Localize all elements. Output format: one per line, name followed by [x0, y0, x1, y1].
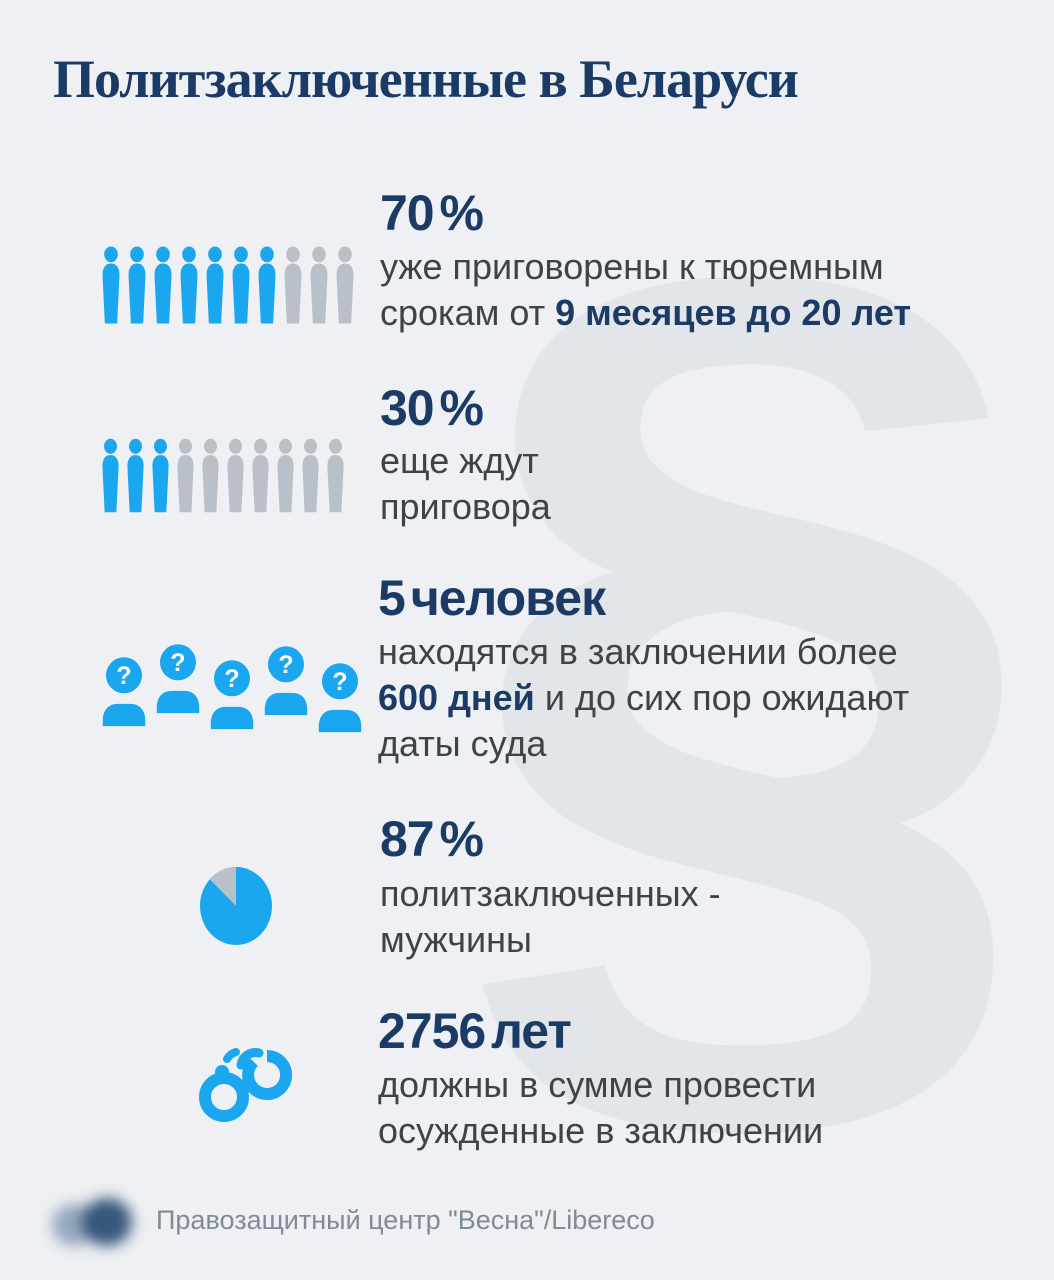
- person-icon: [327, 438, 344, 513]
- person-icon: [202, 438, 219, 513]
- svg-text:?: ?: [278, 651, 293, 679]
- pie-slice-rest: [209, 867, 236, 906]
- question-person-icon: ?: [102, 657, 146, 727]
- stat-sentenced-value: 70 %: [380, 185, 484, 241]
- pictogram-row-sentenced: [100, 244, 356, 326]
- pictogram-row-awaiting: [100, 437, 346, 514]
- person-icon: [336, 246, 354, 324]
- question-person-icon: ?: [264, 646, 308, 716]
- person-icon: [180, 246, 198, 324]
- question-person-icon: ?: [210, 660, 254, 730]
- stat-awaiting-line2: приговора: [380, 486, 551, 527]
- stat-longest-description: находятся в заключении более 600 дней и …: [378, 629, 909, 767]
- person-icon: [232, 246, 250, 324]
- stat-awaiting-line1: еще ждут: [380, 440, 539, 481]
- question-person-icon: ?: [156, 644, 200, 714]
- stat-men-line1: политзаключенных -: [380, 873, 721, 914]
- stat-awaiting-value: 30 %: [380, 380, 484, 436]
- stat-men-description: политзаключенных - мужчины: [380, 871, 721, 963]
- person-icon: [206, 246, 224, 324]
- stat-years-line1: должны в сумме провести: [378, 1064, 817, 1105]
- question-person-icon: ?: [318, 663, 362, 733]
- svg-text:?: ?: [332, 668, 347, 696]
- svg-text:?: ?: [116, 662, 131, 690]
- stat-longest-days: 600 дней: [378, 677, 535, 718]
- person-icon: [128, 246, 146, 324]
- person-icon: [284, 246, 302, 324]
- stat-men-value: 87 %: [380, 811, 484, 867]
- stat-longest-value: 5 человек: [378, 570, 606, 626]
- handcuffs-icon: [199, 1048, 292, 1122]
- source-logo: [52, 1196, 136, 1254]
- stat-awaiting-description: еще ждут приговора: [380, 438, 551, 530]
- source-attribution: Правозащитный центр "Весна"/Libereco: [156, 1205, 655, 1235]
- stat-years-value: 2756 лет: [378, 1003, 572, 1059]
- person-icon: [127, 438, 144, 513]
- person-icon: [310, 246, 328, 324]
- pie-chart-men-share: [200, 867, 272, 945]
- person-icon: [102, 438, 119, 513]
- person-icon: [154, 246, 172, 324]
- person-icon: [277, 438, 294, 513]
- source-logo-blob-right: [82, 1198, 132, 1246]
- person-icon: [177, 438, 194, 513]
- svg-text:?: ?: [170, 649, 185, 677]
- person-icon: [252, 438, 269, 513]
- person-icon: [302, 438, 319, 513]
- page-title: Политзаключенные в Беларуси: [53, 49, 799, 109]
- svg-text:?: ?: [224, 665, 239, 693]
- stat-sentenced-line1: уже приговорены к тюремным: [380, 246, 884, 287]
- person-icon: [258, 246, 276, 324]
- person-icon: [152, 438, 169, 513]
- stat-years-description: должны в сумме провести осужденные в зак…: [378, 1062, 823, 1154]
- stat-sentenced-description: уже приговорены к тюремным срокам от 9 м…: [380, 244, 911, 336]
- stat-years-line2: осужденные в заключении: [378, 1110, 824, 1151]
- stat-sentenced-line2: срокам от 9 месяцев до 20 лет: [380, 292, 912, 333]
- stat-longest-line2: 600 дней и до сих пор ожидают: [378, 677, 910, 718]
- person-icon: [102, 246, 120, 324]
- person-icon: [227, 438, 244, 513]
- stat-longest-line3: даты суда: [378, 723, 547, 764]
- stat-longest-line1: находятся в заключении более: [378, 631, 898, 672]
- question-person-row: ?????: [100, 640, 364, 733]
- stat-sentenced-term-range: 9 месяцев до 20 лет: [555, 292, 912, 333]
- stat-men-line2: мужчины: [380, 919, 532, 960]
